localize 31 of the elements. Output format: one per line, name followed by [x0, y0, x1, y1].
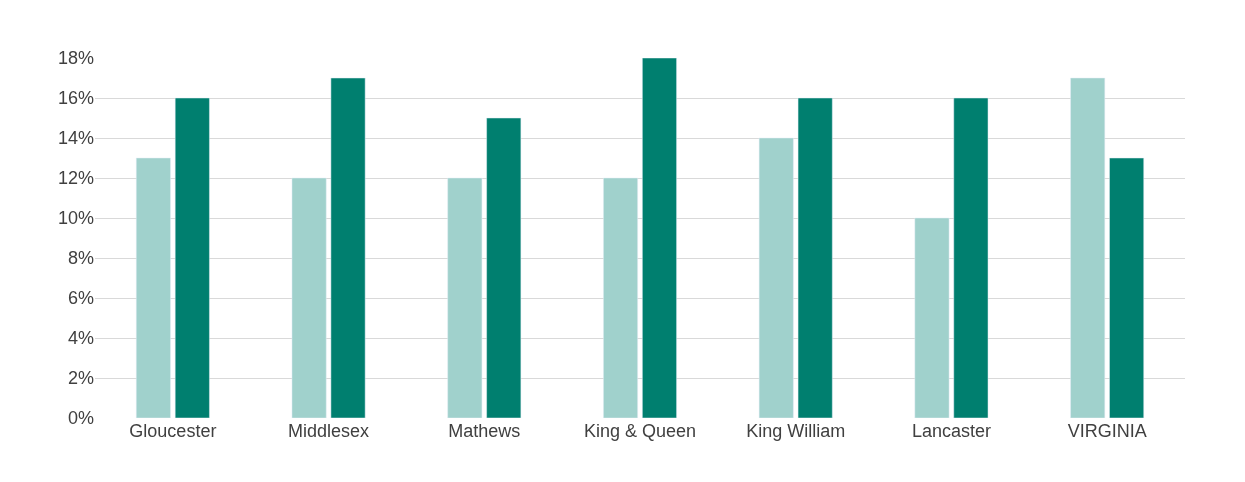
- bar: [486, 117, 522, 418]
- bar: [914, 217, 950, 418]
- bar: [136, 157, 171, 418]
- y-tick-label: 16%: [57, 88, 94, 109]
- bar: [642, 58, 677, 418]
- y-tick-label: 0%: [67, 408, 94, 429]
- y-tick-label: 18%: [57, 48, 94, 69]
- bar: [447, 177, 483, 418]
- bar: [291, 177, 327, 418]
- x-tick-label: VIRGINIA: [1067, 421, 1147, 441]
- x-tick-label: Lancaster: [911, 421, 991, 441]
- bar: [953, 97, 989, 418]
- x-tick-label: King & Queen: [583, 421, 697, 441]
- y-tick-label: 12%: [57, 168, 94, 189]
- y-tick-label: 6%: [67, 288, 94, 309]
- y-tick-label: 10%: [57, 208, 94, 229]
- y-tick-label: 8%: [67, 248, 94, 269]
- y-tick-label: 4%: [67, 328, 94, 349]
- bar: [330, 77, 366, 418]
- y-tick-label: 14%: [57, 128, 94, 149]
- bar: [1109, 157, 1144, 418]
- bar: [758, 137, 794, 418]
- x-tick-label: Mathews: [448, 421, 521, 441]
- bar: [1070, 77, 1106, 418]
- y-tick-label: 2%: [67, 368, 94, 389]
- bar: [174, 97, 210, 418]
- x-tick-label: Middlesex: [288, 421, 370, 441]
- x-tick-label: King William: [746, 421, 846, 441]
- bar: [797, 97, 833, 418]
- x-tick-label: Gloucester: [129, 421, 217, 441]
- bar: [603, 177, 638, 418]
